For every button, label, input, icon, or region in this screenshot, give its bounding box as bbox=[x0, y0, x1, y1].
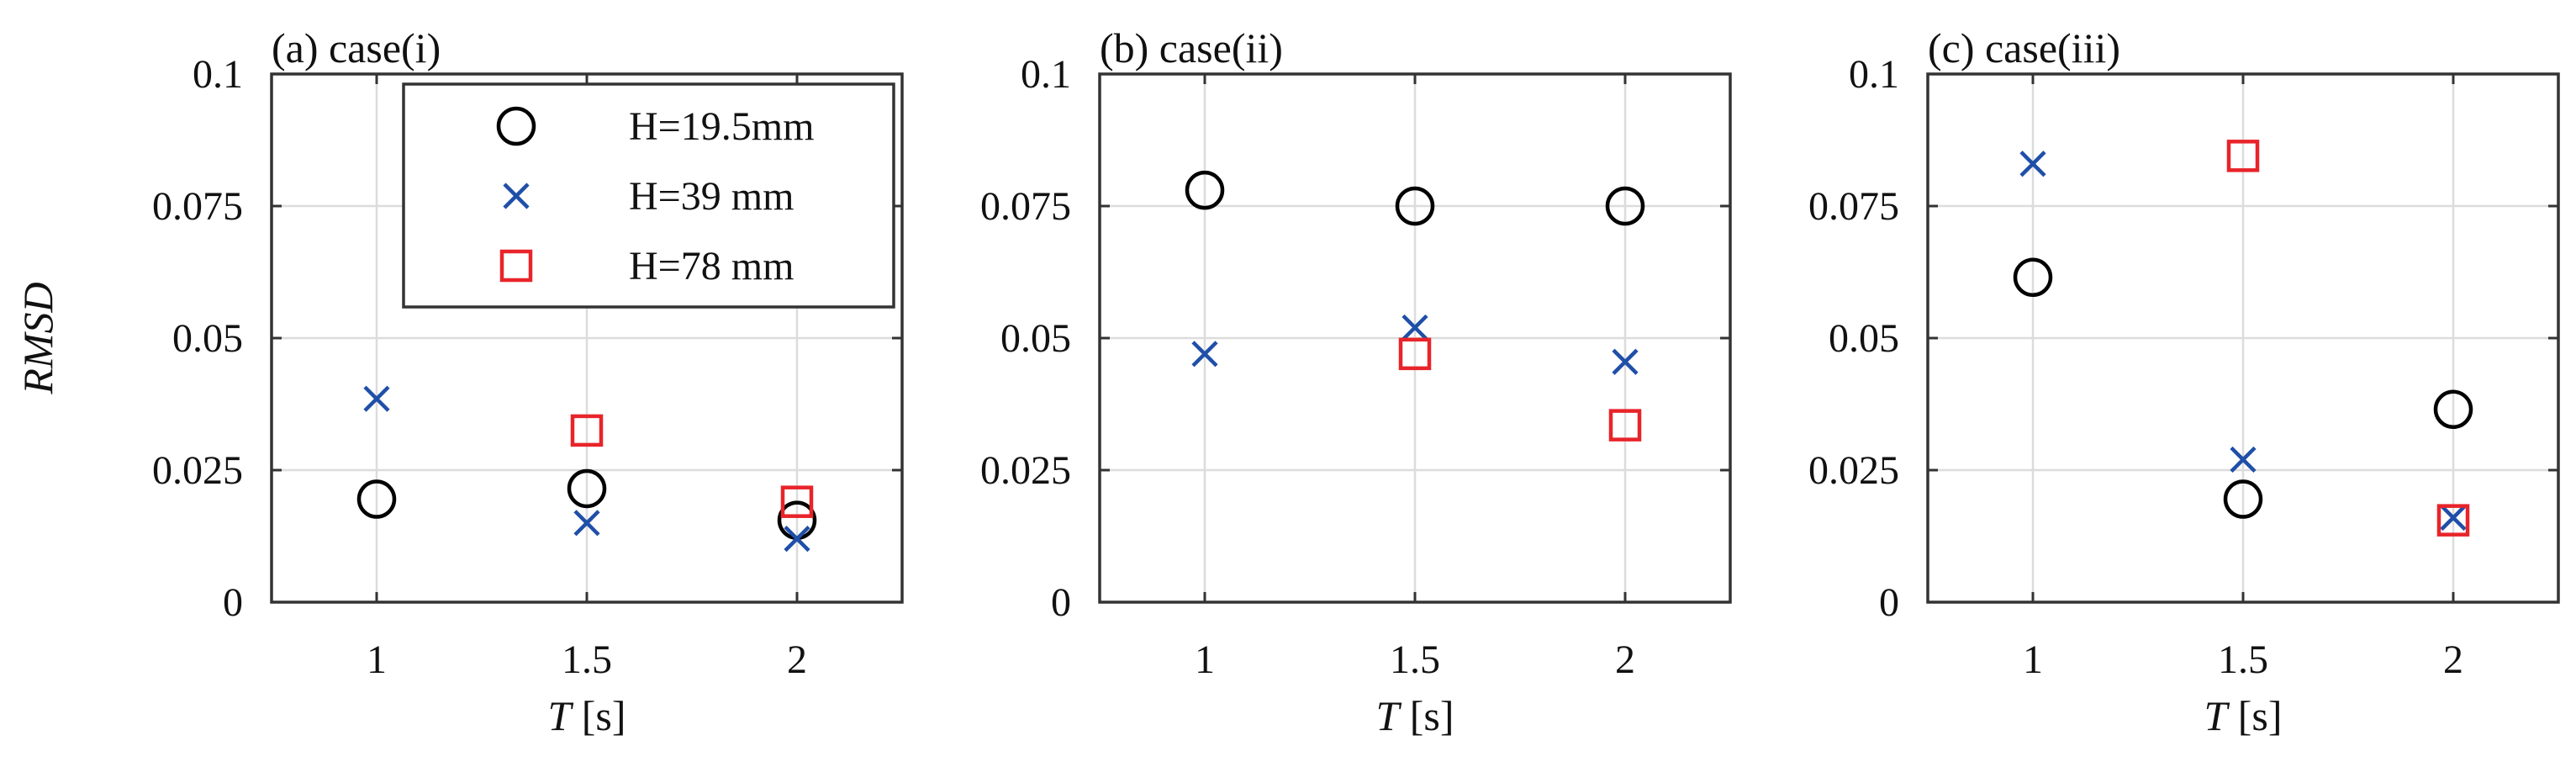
x-tick-label: 1.5 bbox=[2218, 637, 2268, 682]
y-tick-label: 0.1 bbox=[1021, 52, 1071, 97]
x-tick-label: 2 bbox=[787, 637, 807, 682]
legend-label: H=19.5mm bbox=[629, 104, 814, 149]
legend-label: H=78 mm bbox=[629, 244, 794, 288]
data-point-circle bbox=[2013, 257, 2053, 298]
data-point-x bbox=[573, 510, 600, 537]
x-axis-label: T [s] bbox=[2204, 692, 2282, 739]
legend-marker-circle bbox=[496, 106, 536, 146]
x-axis-label: T [s] bbox=[1375, 692, 1454, 739]
y-tick-label: 0.075 bbox=[980, 184, 1071, 229]
x-tick-label: 1.5 bbox=[562, 637, 612, 682]
panel-3: 1 1.5 2 0 0.025 0.05 0.075 0.1 (c) case(iii) T [s… bbox=[1808, 24, 2560, 739]
series-x bbox=[1191, 314, 1639, 375]
series-circle bbox=[2013, 257, 2473, 519]
axes-box bbox=[1926, 72, 2560, 604]
legend-marker-x bbox=[503, 182, 530, 209]
y-tick-label: 0.1 bbox=[1849, 52, 1899, 97]
series-square bbox=[570, 414, 814, 518]
y-tick-label: 0.05 bbox=[172, 316, 243, 361]
data-point-square bbox=[2436, 504, 2470, 537]
data-point-x bbox=[2230, 446, 2257, 473]
data-point-x bbox=[1401, 314, 1428, 341]
series-circle bbox=[1185, 170, 1645, 226]
data-point-circle bbox=[1395, 186, 1435, 226]
x-tick-label: 1 bbox=[2023, 637, 2043, 682]
data-point-x bbox=[2019, 151, 2046, 177]
panel-title: (a) case(i) bbox=[272, 24, 441, 71]
data-point-circle bbox=[567, 468, 607, 509]
data-point-circle bbox=[1605, 186, 1645, 226]
y-tick-label: 0.025 bbox=[152, 448, 243, 493]
x-tick-label: 1.5 bbox=[1390, 637, 1440, 682]
legend-marker-square bbox=[499, 249, 533, 283]
data-point-x bbox=[363, 385, 390, 412]
panel-title: (b) case(ii) bbox=[1100, 24, 1283, 71]
series-x bbox=[363, 385, 810, 553]
y-axis-label: RMSD bbox=[14, 282, 61, 394]
y-tick-label: 0 bbox=[1051, 580, 1071, 625]
x-tick-label: 2 bbox=[1615, 637, 1635, 682]
y-tick-label: 0.1 bbox=[193, 52, 243, 97]
legend: H=19.5mm H=39 mm H=78 mm bbox=[402, 82, 895, 309]
data-point-square bbox=[780, 485, 814, 518]
data-point-square bbox=[570, 414, 604, 447]
data-point-x bbox=[784, 526, 810, 553]
data-point-x bbox=[1191, 341, 1218, 368]
data-point-x bbox=[1612, 348, 1639, 375]
axes-box bbox=[270, 72, 904, 604]
y-tick-label: 0.05 bbox=[1000, 316, 1071, 361]
data-point-square bbox=[1608, 409, 1642, 442]
panel-1: 1 1.5 2 0 0.025 0.05 0.075 0.1 (a) case(i) T [s] R… bbox=[14, 24, 904, 739]
axes-box bbox=[1098, 72, 1732, 604]
y-tick-label: 0 bbox=[1879, 580, 1899, 625]
panel-title: (c) case(iii) bbox=[1928, 24, 2120, 71]
legend-box bbox=[402, 82, 895, 309]
data-point-circle bbox=[356, 479, 397, 519]
data-point-x bbox=[2440, 504, 2467, 532]
x-tick-label: 2 bbox=[2443, 637, 2463, 682]
x-axis-label: T [s] bbox=[547, 692, 626, 739]
y-tick-label: 0.025 bbox=[1808, 448, 1899, 493]
y-tick-label: 0.025 bbox=[980, 448, 1071, 493]
data-point-square bbox=[2226, 140, 2260, 172]
x-tick-label: 1 bbox=[1195, 637, 1215, 682]
series-square bbox=[2226, 140, 2470, 537]
y-tick-label: 0.075 bbox=[1808, 184, 1899, 229]
y-tick-label: 0.075 bbox=[152, 184, 243, 229]
data-point-square bbox=[1398, 337, 1432, 371]
y-tick-label: 0.05 bbox=[1829, 316, 1899, 361]
x-tick-label: 1 bbox=[367, 637, 387, 682]
data-point-circle bbox=[2223, 479, 2263, 519]
series-x bbox=[2019, 151, 2467, 532]
legend-label: H=39 mm bbox=[629, 174, 794, 219]
y-tick-label: 0 bbox=[223, 580, 243, 625]
series-square bbox=[1398, 337, 1642, 442]
data-point-circle bbox=[1185, 170, 1225, 210]
panel-2: 1 1.5 2 0 0.025 0.05 0.075 0.1 (b) case(ii) T [s] bbox=[980, 24, 1732, 739]
data-point-circle bbox=[2433, 389, 2473, 430]
